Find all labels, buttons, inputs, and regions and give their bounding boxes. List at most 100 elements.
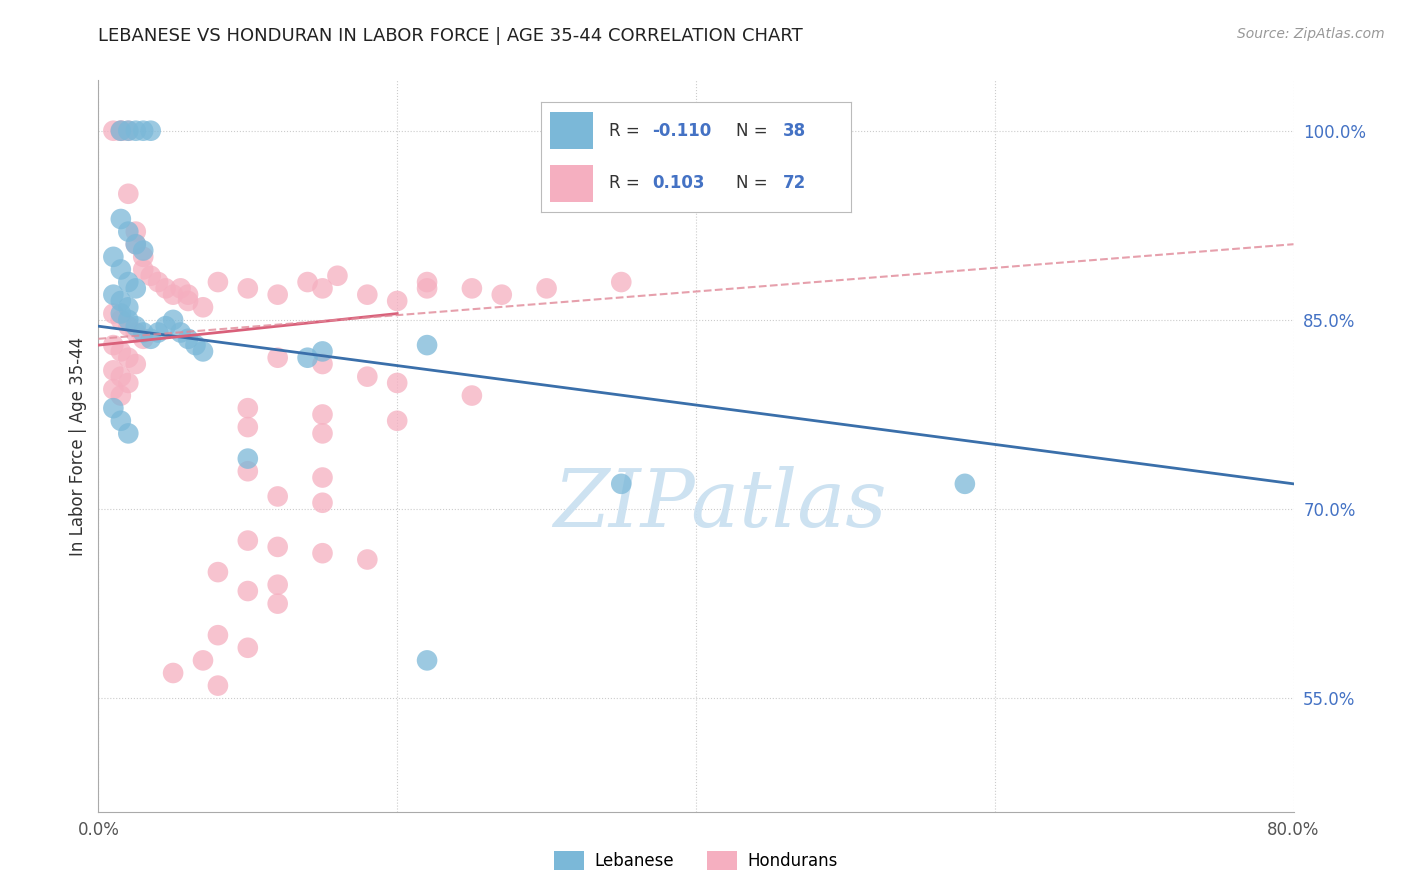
Point — [169, 281, 191, 295]
Point — [177, 287, 200, 301]
Point — [103, 338, 125, 352]
Point — [311, 344, 333, 359]
Point — [117, 275, 139, 289]
Point — [132, 124, 155, 138]
Point — [236, 584, 259, 599]
Point — [236, 401, 259, 416]
Point — [117, 376, 139, 390]
Point — [155, 281, 177, 295]
Point — [110, 388, 132, 402]
Point — [117, 124, 139, 138]
Point — [953, 476, 976, 491]
Text: ZIPatlas: ZIPatlas — [553, 466, 887, 543]
Point — [416, 653, 439, 667]
Point — [117, 351, 139, 365]
Point — [461, 388, 484, 402]
Point — [207, 679, 229, 693]
Point — [103, 401, 125, 416]
Point — [125, 237, 148, 252]
Point — [125, 124, 148, 138]
Point — [110, 212, 132, 227]
Point — [162, 313, 184, 327]
Point — [132, 250, 155, 264]
Point — [207, 275, 229, 289]
Point — [356, 552, 378, 566]
Point — [416, 275, 439, 289]
Point — [236, 533, 259, 548]
Point — [103, 250, 125, 264]
Point — [610, 275, 633, 289]
Point — [103, 363, 125, 377]
Point — [125, 281, 148, 295]
Point — [207, 628, 229, 642]
Point — [311, 470, 333, 484]
Point — [311, 496, 333, 510]
Point — [117, 124, 139, 138]
Point — [103, 382, 125, 396]
Point — [139, 268, 162, 283]
Point — [110, 414, 132, 428]
Point — [311, 408, 333, 422]
Point — [297, 351, 319, 365]
Point — [311, 357, 333, 371]
Point — [110, 262, 132, 277]
Point — [610, 476, 633, 491]
Point — [117, 186, 139, 201]
Point — [267, 351, 290, 365]
Point — [139, 332, 162, 346]
Point — [117, 300, 139, 314]
Point — [155, 319, 177, 334]
Point — [177, 293, 200, 308]
Y-axis label: In Labor Force | Age 35-44: In Labor Force | Age 35-44 — [69, 336, 87, 556]
Point — [132, 244, 155, 258]
Point — [236, 420, 259, 434]
Point — [132, 326, 155, 340]
Point — [311, 546, 333, 560]
Point — [385, 293, 409, 308]
Point — [139, 124, 162, 138]
Point — [416, 281, 439, 295]
Point — [416, 338, 439, 352]
Point — [177, 332, 200, 346]
Text: Source: ZipAtlas.com: Source: ZipAtlas.com — [1237, 27, 1385, 41]
Point — [162, 665, 184, 680]
Point — [356, 287, 378, 301]
Point — [110, 124, 132, 138]
Point — [326, 268, 349, 283]
Point — [385, 376, 409, 390]
Point — [110, 293, 132, 308]
Point — [267, 597, 290, 611]
Point — [148, 275, 170, 289]
Point — [236, 451, 259, 466]
Point — [125, 357, 148, 371]
Point — [110, 307, 132, 321]
Point — [162, 287, 184, 301]
Legend: Lebanese, Hondurans: Lebanese, Hondurans — [547, 844, 845, 877]
Point — [236, 281, 259, 295]
Point — [103, 287, 125, 301]
Point — [125, 326, 148, 340]
Point — [110, 313, 132, 327]
Point — [169, 326, 191, 340]
Point — [110, 344, 132, 359]
Point — [297, 275, 319, 289]
Point — [191, 300, 214, 314]
Point — [110, 124, 132, 138]
Point — [103, 124, 125, 138]
Point — [191, 653, 214, 667]
Point — [148, 326, 170, 340]
Point — [356, 369, 378, 384]
Point — [385, 414, 409, 428]
Point — [117, 319, 139, 334]
Point — [110, 124, 132, 138]
Point — [267, 540, 290, 554]
Point — [184, 338, 207, 352]
Point — [132, 262, 155, 277]
Point — [536, 281, 558, 295]
Point — [311, 426, 333, 441]
Point — [236, 464, 259, 478]
Point — [103, 307, 125, 321]
Text: LEBANESE VS HONDURAN IN LABOR FORCE | AGE 35-44 CORRELATION CHART: LEBANESE VS HONDURAN IN LABOR FORCE | AG… — [98, 27, 803, 45]
Point — [110, 369, 132, 384]
Point — [491, 287, 513, 301]
